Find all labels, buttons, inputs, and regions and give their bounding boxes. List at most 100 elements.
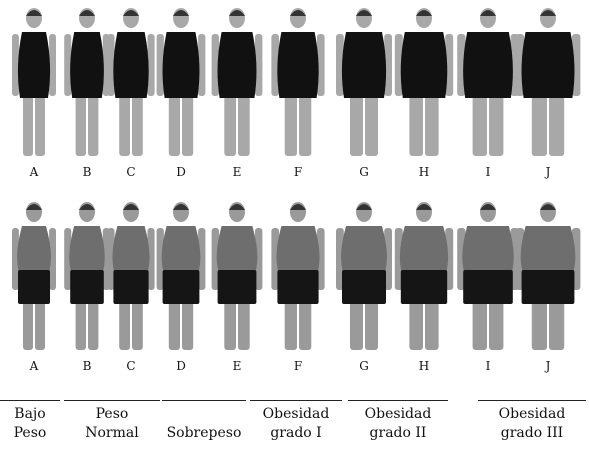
right-arm (49, 228, 56, 290)
left-leg (531, 94, 547, 156)
tank-top (399, 226, 449, 272)
figure-letter: C (126, 359, 135, 373)
left-arm (107, 34, 115, 96)
left-arm (156, 34, 164, 96)
group-label-line2: grado III (500, 425, 564, 441)
right-arm (384, 34, 392, 96)
figure-letter: B (83, 165, 92, 179)
right-leg (238, 94, 250, 156)
group-label-line2: Normal (85, 425, 139, 441)
figure-a (12, 202, 56, 350)
tank-top (341, 226, 387, 272)
hair (540, 204, 556, 210)
right-arm (317, 34, 325, 96)
swimsuit (17, 32, 51, 98)
group-label-line1: Obesidad (262, 406, 330, 422)
hair (79, 204, 95, 210)
male-figures-row: A B C D E F G H I J (12, 202, 581, 373)
figure-i (457, 202, 519, 350)
hair (123, 204, 139, 210)
left-arm (271, 34, 279, 96)
figure-letter: H (419, 359, 429, 373)
group-label-line1: Sobrepeso (166, 425, 242, 441)
female-figures-row: A B C D E F G H I J (12, 8, 581, 179)
right-leg (182, 94, 194, 156)
figure-j (515, 8, 581, 156)
left-leg (168, 94, 180, 156)
group-sobrepeso: Sobrepeso (162, 400, 246, 452)
swimsuit (521, 32, 575, 98)
hair (79, 10, 95, 16)
swimsuit (162, 32, 200, 98)
left-arm (211, 228, 220, 290)
right-arm (198, 34, 206, 96)
figure-letter: J (544, 359, 551, 373)
figure-letter: A (29, 359, 39, 373)
tank-top (216, 226, 258, 272)
tank-top (520, 226, 576, 272)
swimsuit (70, 32, 104, 98)
figure-g (336, 8, 392, 156)
shorts (113, 270, 149, 304)
left-arm (156, 228, 164, 290)
right-leg (489, 94, 504, 156)
figure-letter: J (544, 165, 551, 179)
group-obesidad-grado-1: Obesidad grado I (250, 400, 342, 452)
left-arm (12, 228, 19, 290)
figure-e (211, 202, 263, 350)
right-arm (445, 34, 454, 96)
figure-i (457, 8, 519, 156)
figure-g (336, 202, 392, 350)
right-arm (384, 228, 392, 290)
right-arm (254, 34, 263, 96)
figure-letter: F (294, 165, 302, 179)
left-arm (12, 34, 19, 96)
hair (173, 204, 189, 210)
tank-top (462, 226, 514, 272)
group-label-line2: Peso (13, 425, 47, 441)
hair (480, 204, 496, 210)
figure-letter: I (486, 359, 491, 373)
hair (290, 10, 306, 16)
group-peso-normal: Peso Normal (64, 400, 160, 452)
right-leg (365, 94, 378, 156)
right-leg (132, 94, 143, 156)
right-arm (317, 228, 325, 290)
figure-letter: B (83, 359, 92, 373)
hair (540, 10, 556, 16)
group-label-line1: Obesidad (498, 406, 566, 422)
figure-b (64, 8, 110, 156)
left-leg (119, 94, 130, 156)
left-leg (224, 94, 236, 156)
figure-c (107, 202, 155, 350)
shorts (463, 270, 513, 304)
shorts (70, 270, 104, 304)
group-obesidad-grado-2: Obesidad grado II (348, 400, 448, 452)
figure-letter: A (29, 165, 39, 179)
group-label-line2: grado II (369, 425, 427, 441)
right-arm (49, 34, 56, 96)
shorts (342, 270, 386, 304)
figure-letter: G (359, 165, 369, 179)
figure-a (12, 8, 56, 156)
figure-j (515, 202, 581, 350)
right-leg (88, 94, 99, 156)
figure-letter: D (176, 165, 186, 179)
figure-b (64, 202, 110, 350)
swimsuit (217, 32, 257, 98)
figure-letter: I (486, 165, 491, 179)
group-obesidad-grado-3: Obesidad grado III (478, 400, 586, 452)
right-arm (147, 228, 155, 290)
swimsuit (113, 32, 149, 98)
figure-letter: H (419, 165, 429, 179)
figure-letter: C (126, 165, 135, 179)
tank-top (161, 226, 201, 272)
right-leg (425, 94, 439, 156)
hair (416, 10, 432, 16)
hair (26, 10, 42, 16)
group-label-line1: Peso (95, 406, 129, 422)
hair (356, 10, 372, 16)
right-leg (299, 94, 312, 156)
group-label-line1: Obesidad (364, 406, 432, 422)
